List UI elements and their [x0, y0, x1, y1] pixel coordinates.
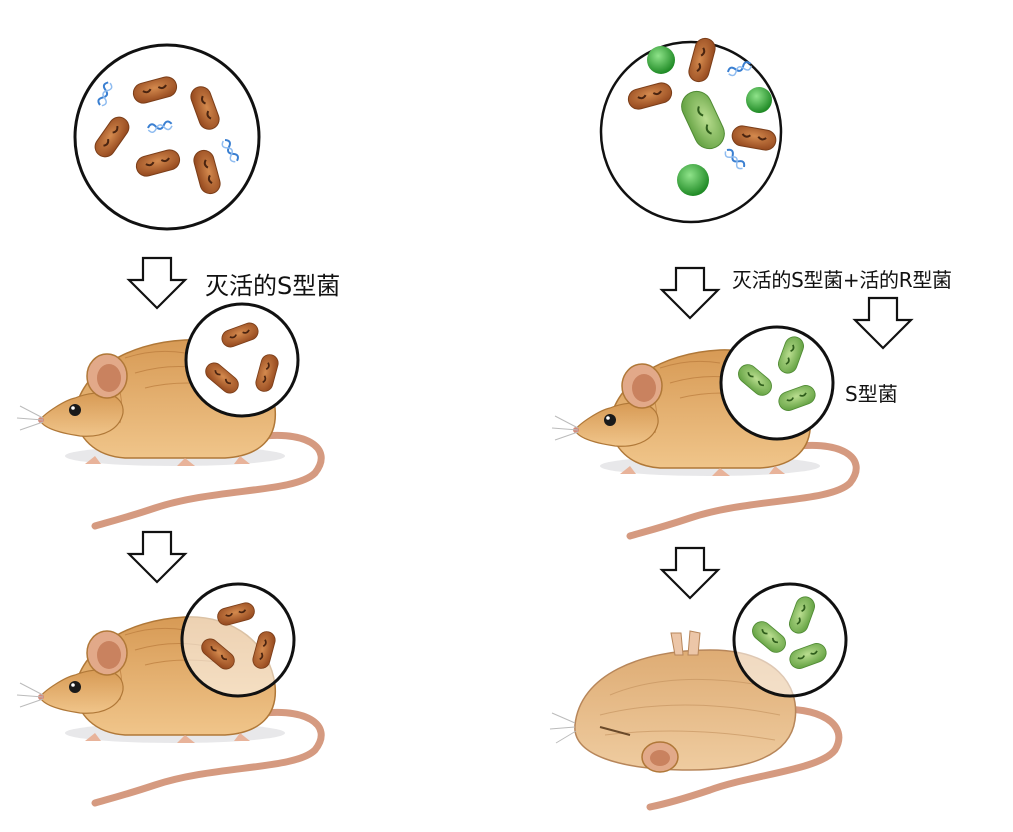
down-arrow-icon: [660, 546, 720, 600]
left-treatment-label: 灭活的S型菌: [205, 272, 341, 300]
right-bottom-bacteria-circle: [732, 582, 848, 698]
right-middle-bacteria-circle: [719, 325, 835, 441]
left-middle-bacteria-circle: [184, 302, 300, 418]
down-arrow-icon: [127, 256, 187, 310]
down-arrow-icon: [853, 296, 913, 350]
right-treatment-label: 灭活的S型菌+活的R型菌: [732, 268, 952, 292]
right-top-culture-circle: [599, 35, 783, 224]
right-result-label: S型菌: [845, 382, 898, 406]
down-arrow-icon: [660, 266, 720, 320]
left-bottom-bacteria-circle: [180, 582, 296, 698]
left-top-culture-circle: [73, 43, 261, 231]
down-arrow-icon: [127, 530, 187, 584]
